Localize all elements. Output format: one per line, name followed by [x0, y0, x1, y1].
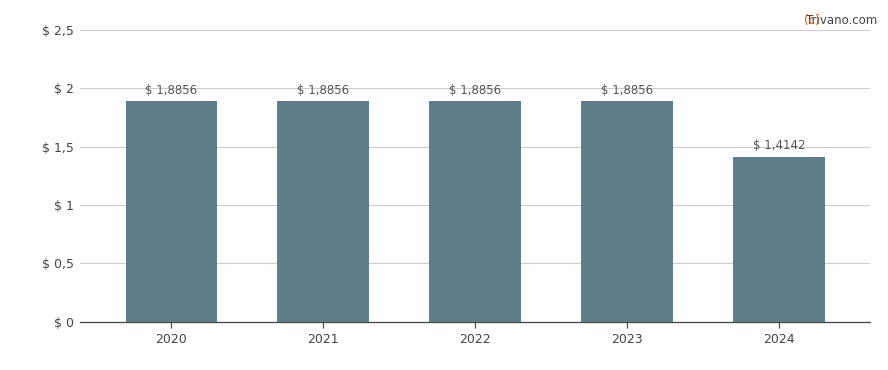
- Bar: [125, 101, 217, 322]
- Bar: [277, 101, 369, 322]
- Text: $ 1,8856: $ 1,8856: [601, 84, 654, 97]
- Bar: [582, 101, 672, 322]
- Text: $ 1,8856: $ 1,8856: [297, 84, 349, 97]
- Text: $ 1,8856: $ 1,8856: [449, 84, 501, 97]
- Text: Trivano.com: Trivano.com: [806, 14, 877, 27]
- Bar: [430, 101, 520, 322]
- Text: $ 1,4142: $ 1,4142: [753, 139, 805, 152]
- Text: $ 1,8856: $ 1,8856: [145, 84, 197, 97]
- Text: (c): (c): [805, 14, 824, 27]
- Bar: [733, 157, 825, 322]
